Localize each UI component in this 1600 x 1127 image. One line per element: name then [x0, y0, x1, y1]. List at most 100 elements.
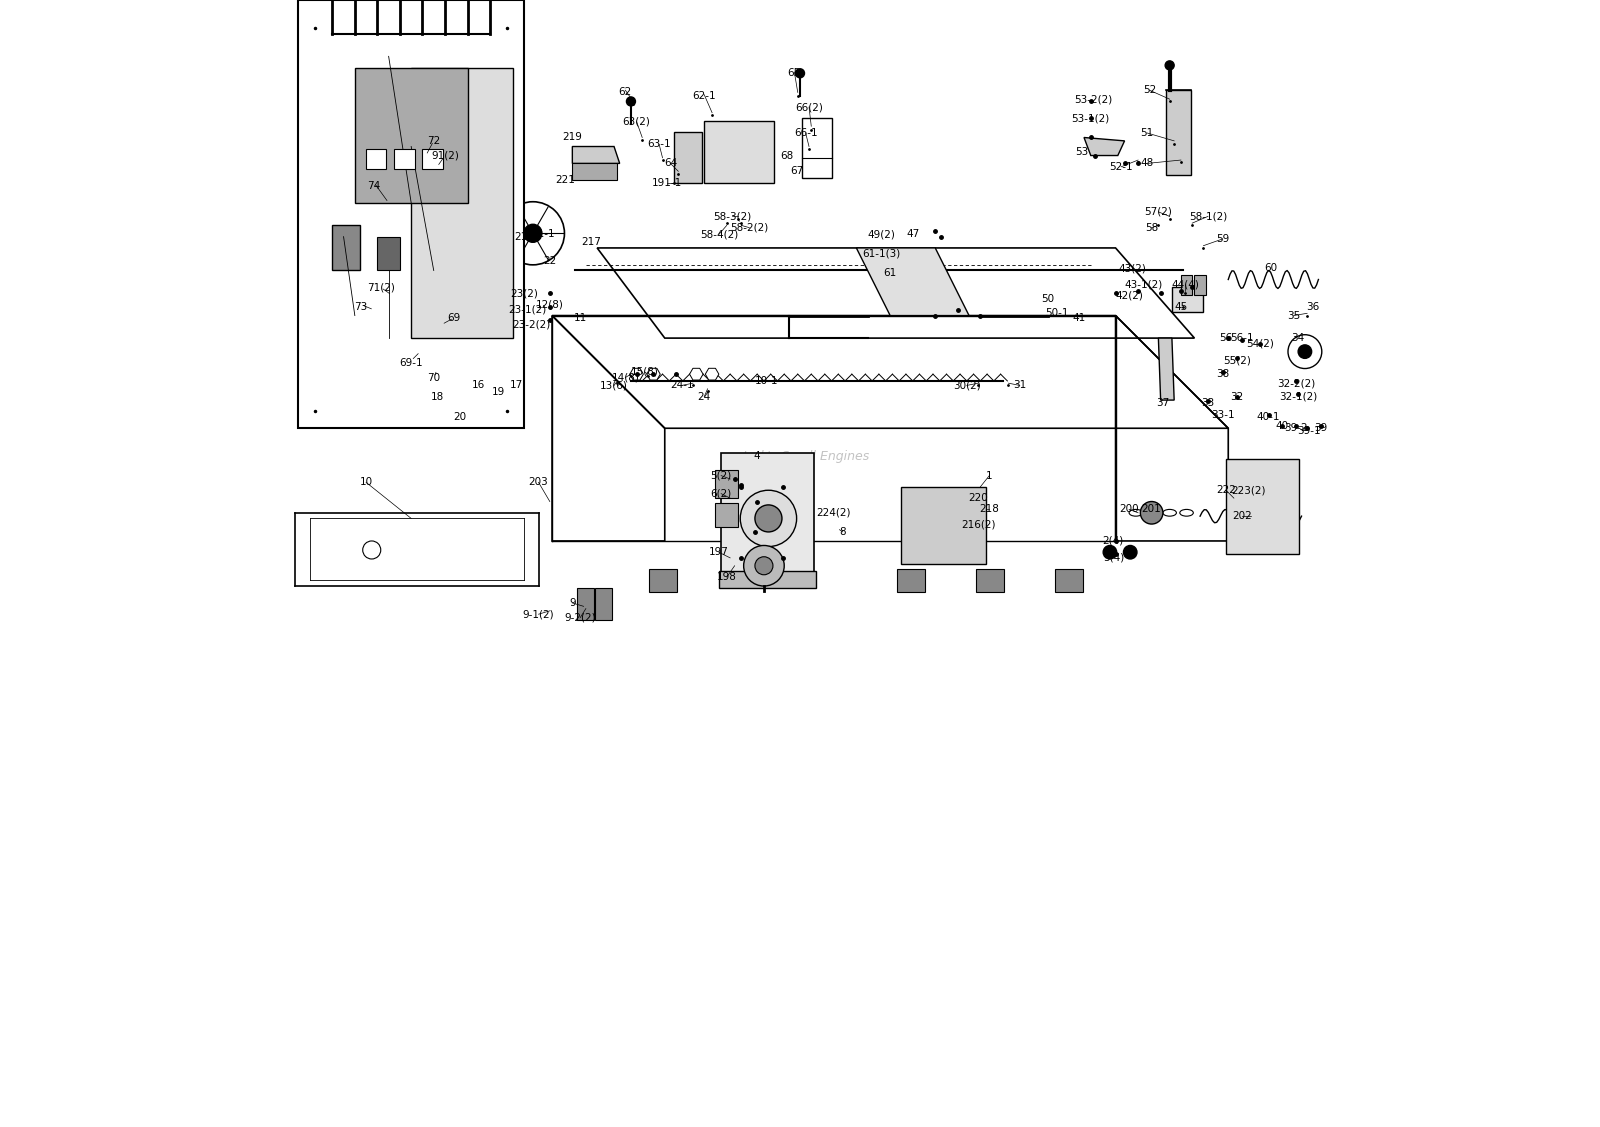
Circle shape	[755, 557, 773, 575]
Text: 64: 64	[664, 159, 677, 168]
Bar	[674, 132, 702, 183]
Text: 55(2): 55(2)	[1224, 356, 1251, 365]
Text: 2(4): 2(4)	[1102, 536, 1123, 545]
Text: 203: 203	[528, 478, 549, 487]
Text: 74: 74	[368, 181, 381, 190]
Text: 200: 200	[1120, 505, 1139, 514]
Bar	[422, 149, 443, 169]
Circle shape	[755, 505, 782, 532]
Text: 24: 24	[698, 392, 710, 401]
Bar	[1166, 90, 1190, 175]
Text: 62: 62	[619, 88, 632, 97]
Bar	[715, 470, 738, 498]
Text: 14(8): 14(8)	[611, 373, 640, 382]
Text: 219: 219	[563, 133, 582, 142]
Text: 23-1(2): 23-1(2)	[509, 305, 546, 314]
Text: 223(2): 223(2)	[1232, 486, 1266, 495]
Bar	[704, 121, 774, 183]
Text: Jack's Small Engines: Jack's Small Engines	[742, 450, 869, 463]
Circle shape	[1102, 545, 1117, 559]
Text: 66-1: 66-1	[794, 128, 818, 137]
Text: 12(8): 12(8)	[536, 300, 563, 309]
Text: 3(4): 3(4)	[1102, 553, 1123, 562]
Circle shape	[1165, 61, 1174, 70]
Text: 198: 198	[717, 573, 736, 582]
Bar	[1195, 275, 1206, 295]
Text: 58-2(2): 58-2(2)	[730, 223, 768, 232]
Text: 43(2): 43(2)	[1118, 264, 1147, 273]
Text: 66(2): 66(2)	[795, 103, 822, 112]
Text: 58: 58	[1146, 223, 1158, 232]
Bar	[333, 225, 360, 270]
Circle shape	[744, 545, 784, 586]
Text: 15(8): 15(8)	[630, 367, 659, 376]
Text: 40-1: 40-1	[1256, 412, 1280, 421]
Text: 10: 10	[360, 478, 373, 487]
Text: 9: 9	[570, 598, 576, 607]
Text: 35: 35	[1286, 311, 1301, 320]
Bar	[595, 588, 611, 620]
Bar	[650, 569, 677, 592]
Text: 1: 1	[986, 471, 992, 480]
Polygon shape	[630, 369, 643, 380]
Text: 23-2(2): 23-2(2)	[512, 320, 550, 329]
Circle shape	[627, 97, 635, 106]
Circle shape	[795, 69, 805, 78]
Text: 42(2): 42(2)	[1115, 291, 1142, 300]
Circle shape	[741, 490, 797, 547]
Bar	[715, 503, 738, 527]
Text: 202: 202	[1232, 512, 1251, 521]
Text: 67: 67	[790, 167, 803, 176]
Text: 31: 31	[1013, 381, 1026, 390]
Bar	[718, 571, 816, 588]
Polygon shape	[411, 68, 512, 338]
Text: 21-1: 21-1	[531, 230, 555, 239]
Text: 44(4): 44(4)	[1171, 279, 1200, 289]
Text: 59: 59	[1216, 234, 1229, 243]
Text: 216(2): 216(2)	[962, 520, 995, 529]
Bar	[976, 569, 1003, 592]
Bar	[299, 0, 523, 428]
Polygon shape	[1085, 137, 1125, 156]
Polygon shape	[646, 369, 661, 380]
Text: 72: 72	[427, 136, 440, 145]
Text: 9-1(2): 9-1(2)	[523, 610, 554, 619]
Bar	[378, 237, 400, 270]
Text: 43-1(2): 43-1(2)	[1125, 279, 1163, 289]
Text: 70: 70	[427, 373, 440, 382]
Bar	[1226, 459, 1299, 554]
Bar	[1054, 569, 1083, 592]
Text: 61: 61	[883, 268, 896, 277]
Text: 40: 40	[1275, 421, 1290, 431]
Circle shape	[1298, 345, 1312, 358]
Text: 218: 218	[979, 505, 1000, 514]
Text: 50: 50	[1042, 294, 1054, 303]
Polygon shape	[690, 369, 702, 380]
Text: 39: 39	[1314, 424, 1328, 433]
Circle shape	[1123, 545, 1138, 559]
Bar	[366, 149, 386, 169]
Text: 68: 68	[779, 151, 794, 160]
Polygon shape	[856, 248, 970, 316]
Text: 36: 36	[1306, 302, 1320, 311]
Text: 71(2): 71(2)	[366, 283, 395, 292]
Text: 9-2(2): 9-2(2)	[565, 613, 597, 622]
Text: 45: 45	[1174, 302, 1187, 311]
Text: 61-1(3): 61-1(3)	[862, 249, 901, 258]
Text: 13(6): 13(6)	[600, 381, 627, 390]
Text: 34: 34	[1291, 334, 1304, 343]
Text: 224(2): 224(2)	[816, 508, 851, 517]
Text: 39-2: 39-2	[1285, 424, 1307, 433]
Text: 11: 11	[574, 313, 587, 322]
Text: 10-1: 10-1	[755, 376, 778, 385]
Text: 17: 17	[509, 381, 523, 390]
Text: 20: 20	[453, 412, 466, 421]
Text: 63(2): 63(2)	[622, 117, 651, 126]
Text: 69: 69	[448, 313, 461, 322]
Bar	[898, 569, 925, 592]
Text: 4: 4	[754, 452, 760, 461]
Text: 221: 221	[555, 176, 576, 185]
Text: 19: 19	[491, 388, 504, 397]
Text: 222: 222	[1216, 486, 1235, 495]
Text: 73: 73	[354, 302, 366, 311]
